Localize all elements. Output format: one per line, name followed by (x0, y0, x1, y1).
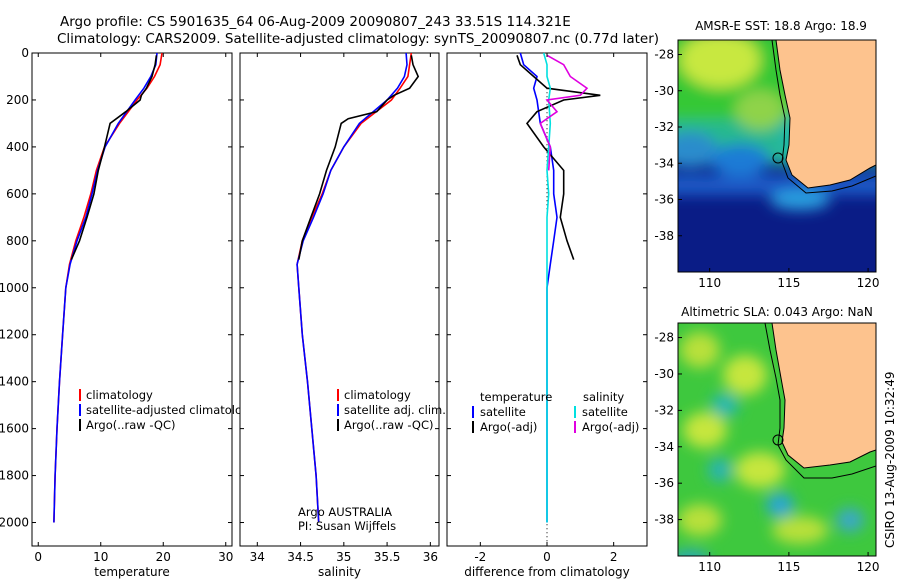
temperature-axes-frame (31, 52, 233, 547)
temperature-series-2 (70, 55, 158, 260)
salinity-series-2 (298, 55, 420, 260)
temperature-xtick-label: 20 (156, 550, 171, 564)
sst-ytick-label: -32 (654, 120, 674, 134)
difference-series-1 (516, 55, 601, 260)
temperature-panel: 0 10 20 30 temperature 0 200 400 600 800 1000 1200 1… (0, 46, 256, 579)
sst-ytick-label: -30 (654, 84, 674, 98)
temperature-ytick-label: 1600 (0, 422, 29, 436)
sst-ytick-label: -36 (654, 193, 674, 207)
salinity-axes-frame (239, 52, 440, 547)
salinity-legend-title: salinity (583, 390, 624, 404)
sla-xtick-label: 110 (698, 560, 721, 574)
temperature-series-1 (53, 52, 158, 523)
sst-xtick-label: 115 (777, 276, 800, 290)
sla-ytick-label: -30 (654, 367, 674, 381)
sla-ytick-label: -36 (654, 476, 674, 490)
salinity-annotation-line: Argo AUSTRALIA (298, 505, 392, 519)
difference-legend-label: satellite (480, 405, 526, 419)
difference-xtick-label: 2 (610, 550, 618, 564)
salinity-xtick-label: 34 (250, 550, 265, 564)
timestamp-stamp: CSIRO 13-Aug-2009 10:32:49 (883, 372, 897, 548)
sla-xtick-label: 120 (857, 560, 880, 574)
temperature-ytick-label: 1000 (0, 281, 29, 295)
temperature-ytick-label: 1400 (0, 375, 29, 389)
temperature-legend-title: temperature (480, 390, 552, 404)
sst-ytick-label: -34 (654, 156, 674, 170)
sla-map-panel: Altimetric SLA: 0.043 Argo: NaN 110 115 1 (654, 305, 879, 574)
temperature-xtick-label: 30 (218, 550, 233, 564)
temperature-ytick-label: 0 (21, 46, 29, 60)
difference-legend-label: Argo(-adj) (582, 420, 639, 434)
salinity-series-1 (296, 52, 408, 523)
difference-series-3 (539, 54, 589, 171)
sla-map-image (678, 323, 876, 556)
figure-title-line2: Climatology: CARS2009. Satellite-adjuste… (57, 31, 659, 47)
temperature-xtick-label: 0 (34, 550, 42, 564)
salinity-panel: 34 34.5 35 35.5 36 salinity climatologysatelli… (239, 52, 446, 579)
sla-ytick-label: -32 (654, 403, 674, 417)
temperature-xlabel: temperature (94, 565, 169, 579)
sst-ytick-label: -38 (654, 229, 674, 243)
difference-xlabel: difference from climatology (464, 565, 630, 579)
salinity-legend-label: satellite adj. clim. (344, 403, 446, 417)
difference-xtick-label: 0 (543, 550, 551, 564)
sst-ytick-label: -28 (654, 48, 674, 62)
salinity-xtick-label: 36 (423, 550, 438, 564)
temperature-legend-label: satellite-adjusted climatology (86, 403, 256, 417)
difference-legend-label: Argo(-adj) (480, 420, 537, 434)
temperature-ytick-label: 400 (6, 140, 29, 154)
sla-ytick-label: -34 (654, 440, 674, 454)
sst-map-image (678, 40, 876, 272)
temperature-ytick-label: 1200 (0, 328, 29, 342)
sst-map-title: AMSR-E SST: 18.8 Argo: 18.9 (695, 19, 867, 33)
temperature-ytick-label: 600 (6, 187, 29, 201)
difference-xtick-label: -2 (474, 550, 486, 564)
salinity-annotation-line: PI: Susan Wijffels (298, 519, 396, 533)
sst-xtick-label: 110 (698, 276, 721, 290)
sla-xtick-label: 115 (777, 560, 800, 574)
difference-series-2 (542, 52, 552, 523)
salinity-xtick-label: 35 (336, 550, 351, 564)
sla-ytick-label: -28 (654, 331, 674, 345)
sla-ytick-label: -38 (654, 513, 674, 527)
salinity-xlabel: salinity (318, 565, 361, 579)
sst-xtick-label: 120 (857, 276, 880, 290)
salinity-legend-label: climatology (344, 388, 411, 402)
sst-map-panel: AMSR-E SST: 18.8 Argo: 18.9 110 115 120 -28… (654, 19, 880, 290)
temperature-ytick-label: 200 (6, 93, 29, 107)
temperature-xtick-label: 10 (93, 550, 108, 564)
temperature-ytick-label: 1800 (0, 469, 29, 483)
salinity-xtick-label: 34.5 (287, 550, 314, 564)
temperature-legend-label: Argo(..raw -QC) (86, 418, 176, 432)
sla-map-title: Altimetric SLA: 0.043 Argo: NaN (681, 305, 873, 319)
figure-title-line1: Argo profile: CS 5901635_64 06-Aug-2009 … (60, 14, 571, 30)
temperature-legend-label: climatology (86, 388, 153, 402)
difference-legend-label: satellite (582, 405, 628, 419)
temperature-ytick-label: 800 (6, 234, 29, 248)
temperature-ytick-label: 2000 (0, 516, 29, 530)
salinity-xtick-label: 35.5 (374, 550, 401, 564)
salinity-legend-label: Argo(..raw -QC) (344, 418, 434, 432)
